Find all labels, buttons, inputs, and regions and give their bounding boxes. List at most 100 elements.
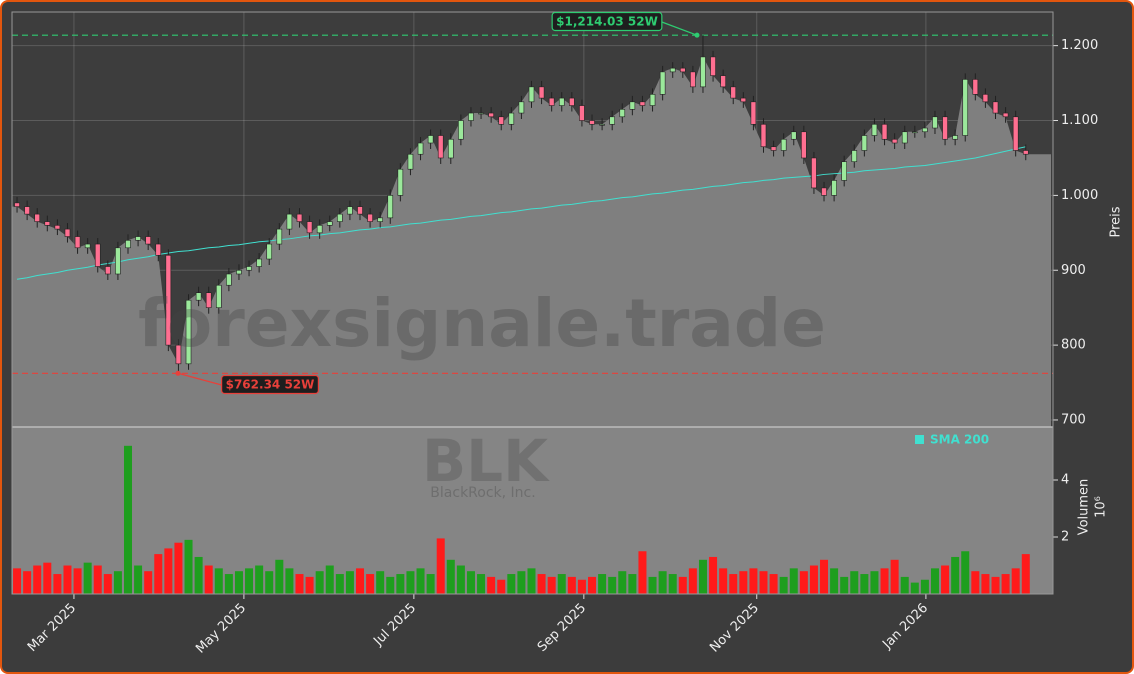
volume-bar [507,574,516,594]
volume-bar [487,576,496,594]
candle-body [347,206,353,215]
candle-body [1012,116,1019,151]
candle-body [962,79,969,136]
volume-bar [396,574,405,594]
candle-body [125,240,131,249]
candle-body [851,150,858,163]
volume-bar [184,539,193,594]
volume-bar [910,582,919,594]
annotation-arrow [177,372,222,386]
candle-body [377,217,383,222]
volume-bar [850,571,859,594]
candle-body [740,97,747,103]
candle-body [770,146,777,151]
candle-body [54,225,61,230]
volume-bar [386,576,395,594]
candle-body [498,116,505,125]
candle-body [478,112,484,115]
candle-body [105,266,111,275]
candle-body [306,221,313,234]
candle-body [427,135,434,144]
legend-swatch [915,435,924,444]
candle-body [468,112,474,121]
volume-bar [436,538,445,594]
volume-bar [285,568,294,594]
volume-bar [567,576,576,594]
candle-body [145,236,151,245]
candle-body [982,94,989,103]
volume-bar [719,568,728,594]
volume-bar [1021,554,1030,594]
candle-body [629,101,636,110]
volume-bar [577,579,586,594]
volume-bar [33,565,42,594]
candle-body [175,344,182,365]
volume-bar [981,574,990,594]
volume-bar [779,576,788,594]
volume-bar [234,571,243,594]
volume-bar [295,574,304,594]
volume-bar [729,574,738,594]
candle-body [266,243,273,260]
volume-bar [951,556,960,594]
candle-body [417,142,424,155]
candle-body [790,131,797,140]
candle-body [276,228,283,245]
candle-body [135,236,141,241]
annotation-label: $1,214.03 52W [556,15,658,29]
candle-body [337,213,343,222]
candle-body [528,86,535,103]
candle-body [972,79,979,95]
candle-body [730,86,737,99]
candle-body [750,101,757,125]
volume-bar [497,579,506,594]
candle-body [326,221,333,226]
volume-bar [1001,574,1010,594]
volume-bar [416,568,425,594]
volume-bar [426,574,435,594]
candle-body [569,97,575,106]
legend-label: SMA 200 [930,433,989,447]
y-tick-label: 1.000 [1061,188,1098,203]
volume-bar [325,565,334,594]
volume-bar [900,576,909,594]
volume-bar [43,562,52,594]
volume-bar [820,559,829,594]
candle-body [397,168,404,196]
candle-body [215,284,222,308]
candle-body [94,243,101,267]
volume-bar [698,559,707,594]
volume-bar [557,574,566,594]
volume-bar [376,571,385,594]
volume-bar [688,568,697,594]
volume-bar [335,574,344,594]
candle-body [24,206,30,215]
volume-bar [941,565,950,594]
candle-body [74,236,81,249]
candle-body [205,292,212,308]
annotation-arrow-head [694,32,700,38]
volume-bar [23,571,32,594]
volume-bar [709,556,718,594]
candle-body [34,213,41,222]
candle-body [518,101,525,114]
y-tick-label: 900 [1061,263,1086,278]
candle-body [226,273,232,286]
volume-bar [113,571,122,594]
volume-bar [598,574,607,594]
candle-body [821,187,827,196]
volume-bar [265,571,274,594]
candle-body [952,135,958,140]
volume-bar [73,568,82,594]
volume-bar [638,551,647,594]
volume-bar [63,565,72,594]
candle-body [165,254,172,346]
y-tick-label: 1.100 [1061,113,1098,128]
volume-bar [880,568,889,594]
candle-body [700,56,706,88]
candle-body [1022,150,1029,155]
candle-body [992,101,999,114]
volume-bar [194,556,203,594]
volume-bar [840,576,849,594]
candle-body [609,116,615,125]
